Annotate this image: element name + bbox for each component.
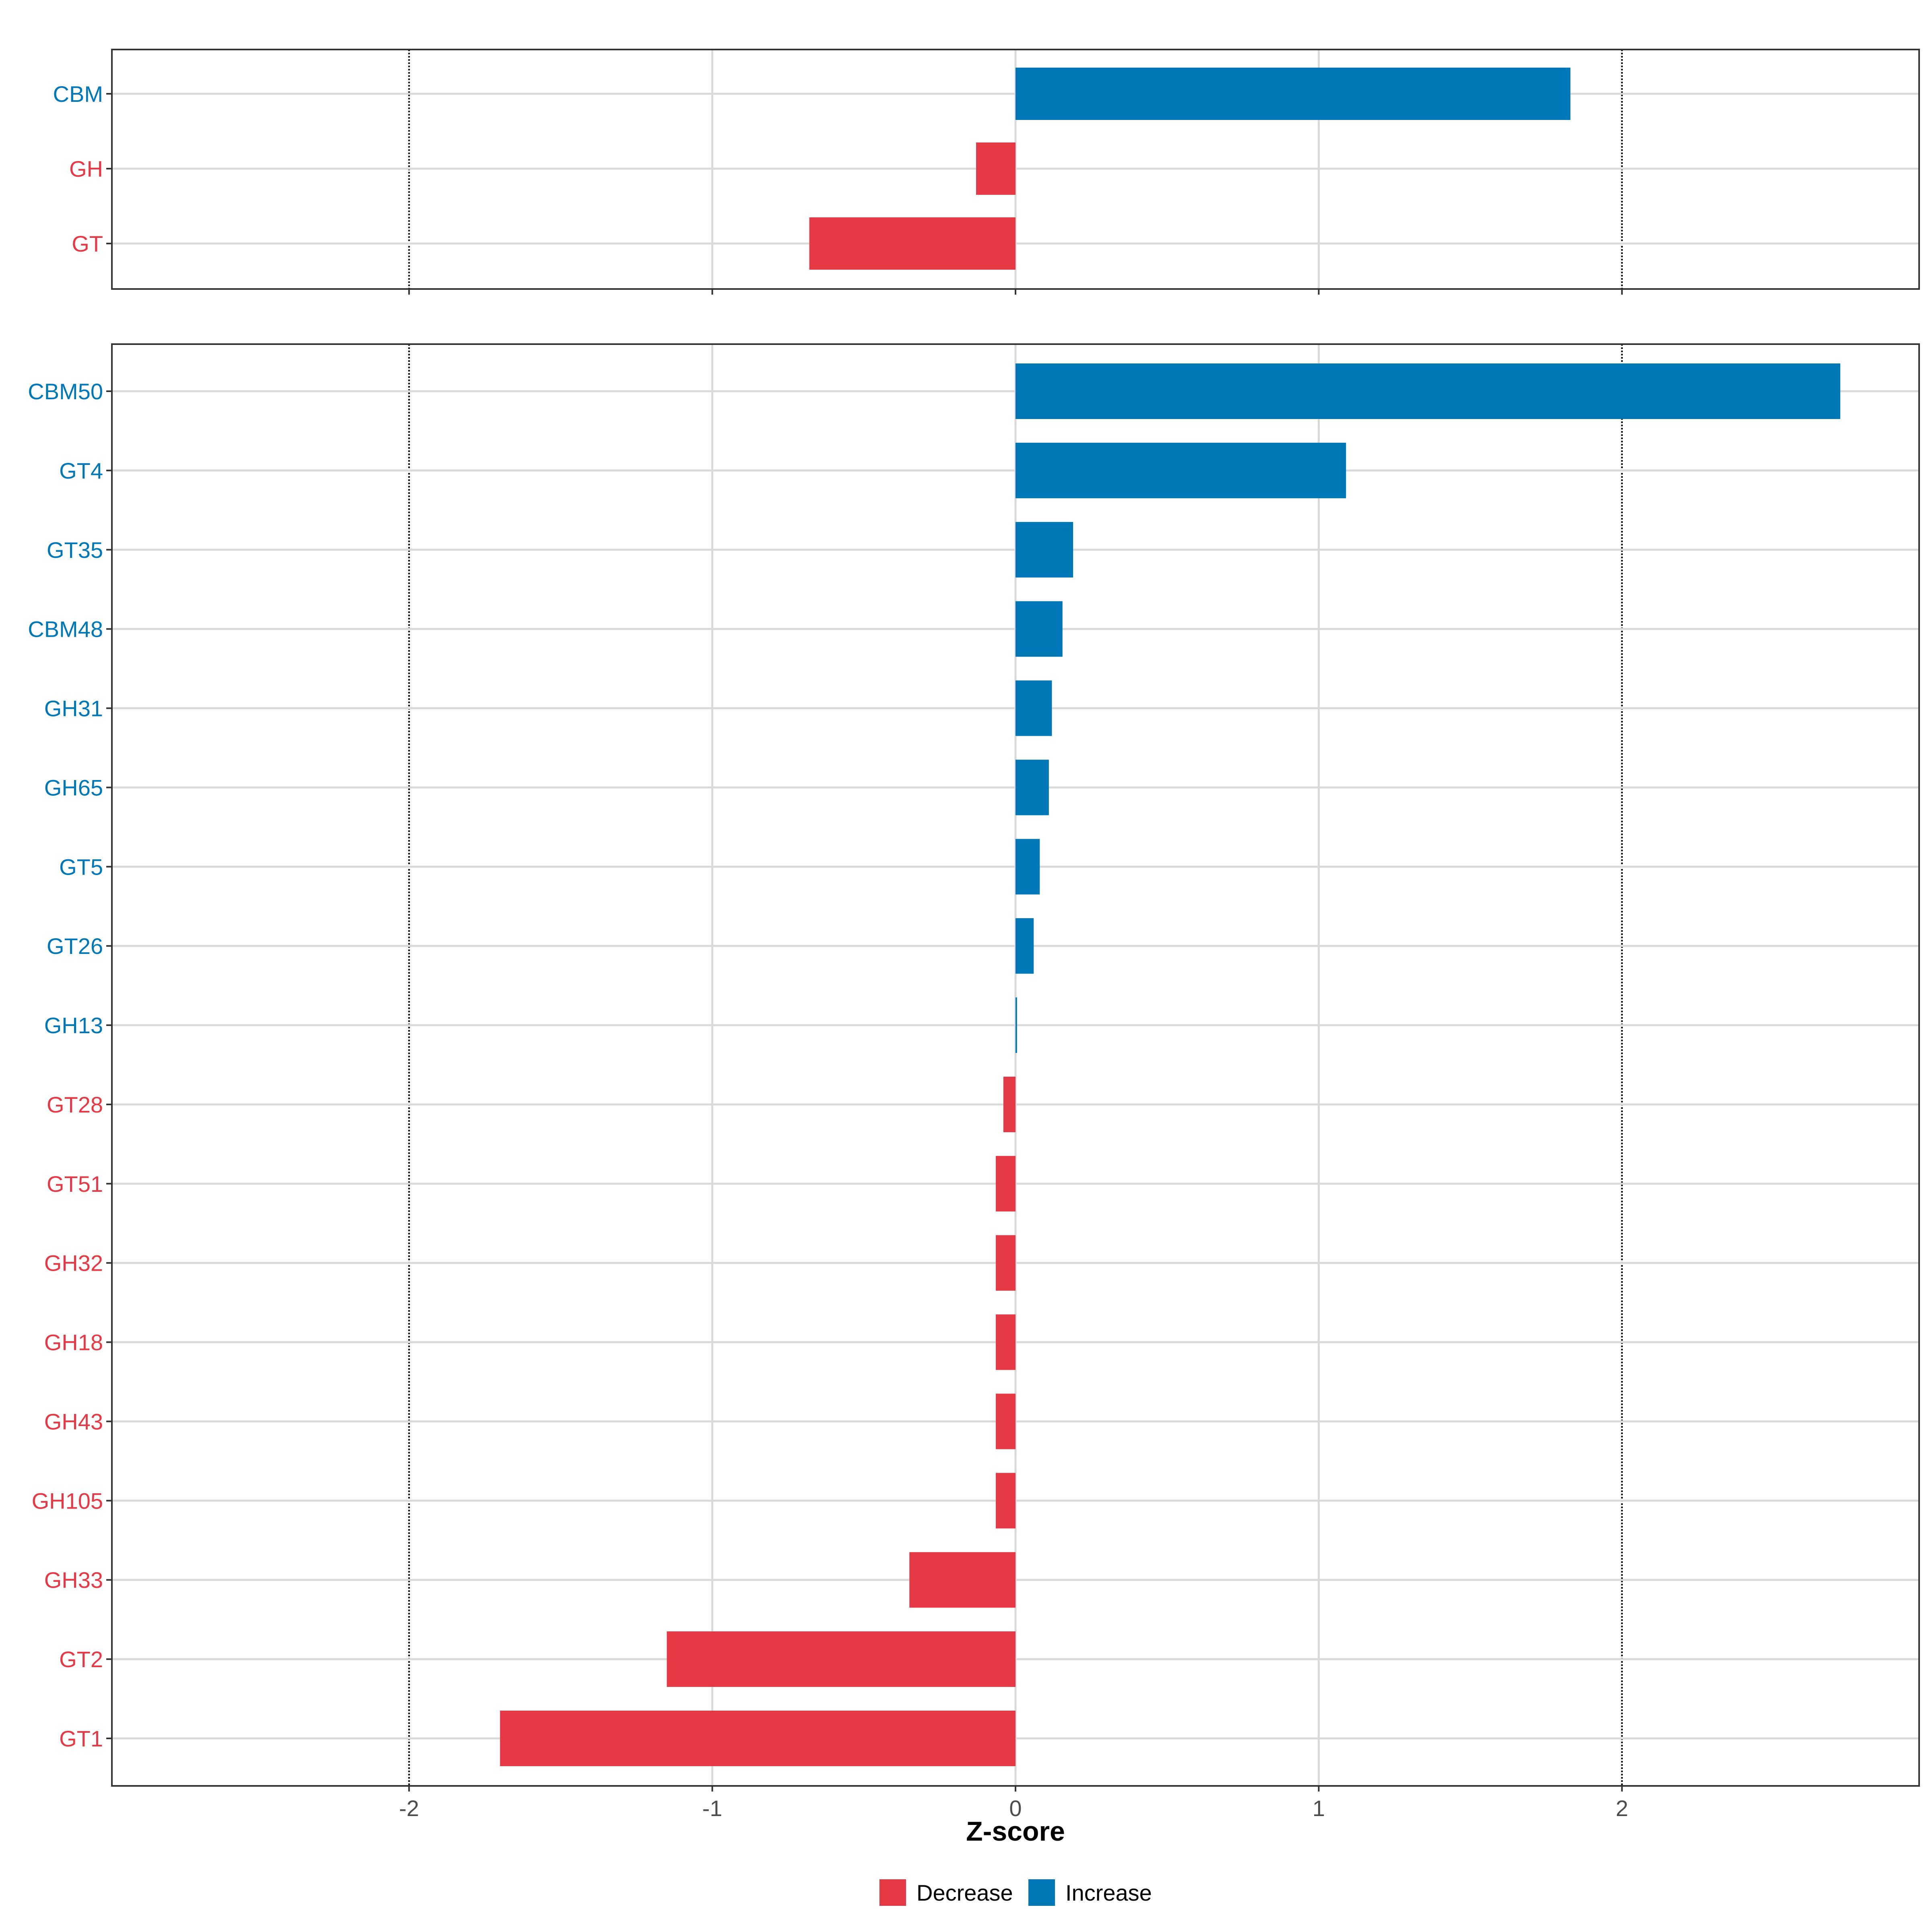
bar-gt35 xyxy=(1016,522,1073,578)
category-label: GT5 xyxy=(59,854,103,879)
x-tick-label: 2 xyxy=(1616,1796,1628,1821)
legend: Decrease Increase xyxy=(879,1879,1152,1906)
top-panel: CBM GH GT xyxy=(53,49,1920,295)
category-label: CBM50 xyxy=(28,379,103,404)
category-label: GH65 xyxy=(44,775,103,800)
category-label: GH32 xyxy=(44,1251,103,1276)
bar-gh32 xyxy=(996,1235,1016,1291)
category-label: CBM xyxy=(53,81,103,107)
bar-gh65 xyxy=(1016,760,1049,815)
bar-gt26 xyxy=(1016,918,1034,974)
bar-cbm xyxy=(1016,68,1571,120)
bar-gt4 xyxy=(1016,442,1346,498)
category-label: GT4 xyxy=(59,458,103,483)
bar-gh105 xyxy=(996,1473,1016,1529)
category-label: GH xyxy=(69,156,103,182)
x-tick-label: 0 xyxy=(1009,1796,1022,1821)
category-label: CBM48 xyxy=(28,617,103,642)
legend-label-decrease: Decrease xyxy=(916,1880,1013,1905)
bar-gt xyxy=(809,217,1016,270)
x-axis: -2 -1 0 1 2 xyxy=(399,1796,1628,1821)
category-label: GT26 xyxy=(47,933,103,959)
category-label: GT1 xyxy=(59,1726,103,1751)
category-label: GH31 xyxy=(44,696,103,721)
bar-gt28 xyxy=(1003,1076,1016,1132)
bar-gt1 xyxy=(500,1711,1016,1766)
bar-gh31 xyxy=(1016,680,1052,736)
category-label: GT2 xyxy=(59,1647,103,1672)
legend-swatch-decrease xyxy=(879,1879,906,1906)
category-label: GT28 xyxy=(47,1092,103,1117)
category-label: GT51 xyxy=(47,1171,103,1197)
bar-gt5 xyxy=(1016,839,1040,895)
category-label: GH33 xyxy=(44,1567,103,1593)
category-label: GH18 xyxy=(44,1330,103,1355)
category-label: GH43 xyxy=(44,1409,103,1434)
bar-gt2 xyxy=(667,1631,1016,1687)
x-axis-title: Z-score xyxy=(966,1816,1065,1847)
x-tick-label: -1 xyxy=(702,1796,722,1821)
bar-gh xyxy=(976,142,1016,195)
legend-swatch-increase xyxy=(1028,1879,1055,1906)
bar-cbm48 xyxy=(1016,601,1063,657)
bar-gh18 xyxy=(996,1314,1016,1370)
category-label: GT35 xyxy=(47,537,103,563)
bar-gh33 xyxy=(909,1552,1016,1608)
bar-gt51 xyxy=(996,1156,1016,1212)
bar-cbm50 xyxy=(1016,363,1841,419)
bottom-panel: CBM50 GT4 GT35 CBM48 GH31 GH65 GT5 GT26 GH13 GT28… xyxy=(28,343,1920,1792)
bar-gh43 xyxy=(996,1393,1016,1449)
category-label: GT xyxy=(72,231,103,256)
x-tick-label: 1 xyxy=(1313,1796,1325,1821)
category-label: GH105 xyxy=(32,1488,103,1513)
category-label: GH13 xyxy=(44,1013,103,1038)
x-tick-label: -2 xyxy=(399,1796,419,1821)
legend-label-increase: Increase xyxy=(1065,1880,1152,1905)
bar-gh13 xyxy=(1016,997,1017,1053)
